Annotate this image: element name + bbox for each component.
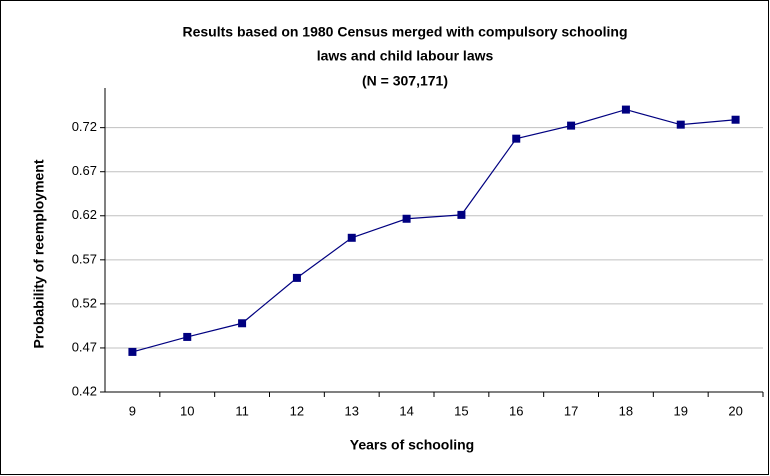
x-tick-label: 14 [399,403,413,418]
chart-title: Results based on 1980 Census merged with… [183,24,628,40]
y-tick-label: 0.72 [72,119,97,134]
x-axis-label: Years of schooling [350,437,474,453]
y-tick-label: 0.47 [72,339,97,354]
y-tick-label: 0.67 [72,163,97,178]
x-tick-label: 15 [454,403,468,418]
x-tick-label: 19 [674,403,688,418]
data-point [128,347,137,356]
x-tick-label: 17 [564,403,578,418]
x-tick-label: 9 [129,403,136,418]
data-point [402,214,411,223]
data-line [132,108,736,353]
data-point [292,273,301,282]
data-point [567,121,576,130]
data-point [347,233,356,242]
x-tick-label: 13 [345,403,359,418]
data-point [676,120,685,129]
x-tick-label: 11 [235,403,249,418]
x-tick-label: 12 [290,403,304,418]
x-tick-label: 20 [728,403,742,418]
x-tick-label: 10 [180,403,194,418]
data-point [183,332,192,341]
y-tick-label: 0.42 [72,383,97,398]
chart-title: laws and child labour laws [317,48,494,64]
data-point [731,115,740,124]
chart-title: (N = 307,171) [362,73,448,89]
x-tick-label: 16 [509,403,523,418]
y-tick-label: 0.62 [72,207,97,222]
y-axis-label: Probability of reemployment [31,159,47,348]
data-point [238,319,247,328]
data-point [457,210,466,219]
x-tick-label: 18 [619,403,633,418]
data-point [512,134,521,143]
data-point [621,105,630,114]
y-tick-label: 0.57 [72,251,97,266]
y-tick-label: 0.52 [72,295,97,310]
